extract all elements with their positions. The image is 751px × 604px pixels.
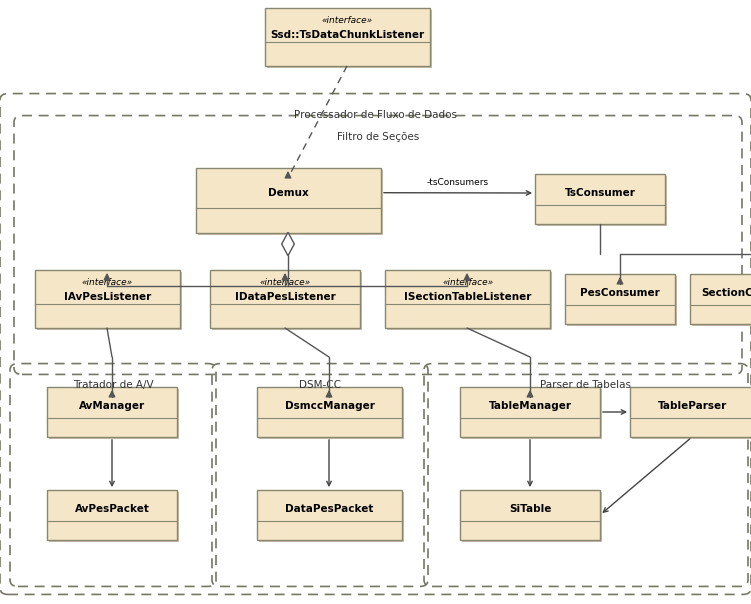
Bar [35,270,180,328]
Text: IAvPesListener: IAvPesListener [64,292,151,302]
Bar [198,170,383,235]
Bar [267,10,432,68]
Bar [259,389,404,439]
Text: TableParser: TableParser [658,401,727,411]
Bar [565,274,675,324]
Bar [692,276,751,326]
Bar [49,389,179,439]
Bar [632,389,751,439]
Text: AvPesPacket: AvPesPacket [74,504,149,514]
Text: «interface»: «interface» [442,278,493,287]
Bar [630,387,751,437]
Bar [257,387,402,437]
Text: PesConsumer: PesConsumer [580,288,660,298]
Polygon shape [282,233,294,255]
Bar [460,490,600,540]
Bar [462,389,602,439]
Text: DSM-CC: DSM-CC [299,380,341,390]
Bar [535,174,665,224]
Text: Parser de Tabelas: Parser de Tabelas [541,380,632,390]
Bar [537,176,667,226]
Text: DsmccManager: DsmccManager [285,401,375,411]
Bar [49,492,179,542]
Bar [460,387,600,437]
Bar [387,272,552,330]
Bar [47,387,177,437]
Text: -tsConsumers: -tsConsumers [427,178,489,187]
Text: Tratador de A/V: Tratador de A/V [73,380,153,390]
Bar [567,276,677,326]
Bar [259,492,404,542]
Bar [462,492,602,542]
Bar [210,270,360,328]
Bar [690,274,751,324]
Text: «interface»: «interface» [82,278,133,287]
Text: IDataPesListener: IDataPesListener [234,292,336,302]
Text: Ssd::TsDataChunkListener: Ssd::TsDataChunkListener [270,30,424,40]
Text: TsConsumer: TsConsumer [565,188,635,198]
Text: SiTable: SiTable [509,504,551,514]
Bar [196,168,381,233]
Text: «interface»: «interface» [259,278,311,287]
Text: TableManager: TableManager [488,401,572,411]
Text: Demux: Demux [268,188,309,198]
Text: AvManager: AvManager [79,401,145,411]
Text: ISectionTableListener: ISectionTableListener [404,292,531,302]
Bar [37,272,182,330]
Text: SectionConsumer: SectionConsumer [701,288,751,298]
Text: DataPesPacket: DataPesPacket [285,504,374,514]
Text: Processador de Fluxo de Dados: Processador de Fluxo de Dados [294,110,457,120]
Text: «interface»: «interface» [322,16,373,25]
Bar [385,270,550,328]
Bar [257,490,402,540]
Text: Filtro de Seções: Filtro de Seções [337,132,419,142]
Bar [265,8,430,66]
Bar [212,272,362,330]
Bar [47,490,177,540]
